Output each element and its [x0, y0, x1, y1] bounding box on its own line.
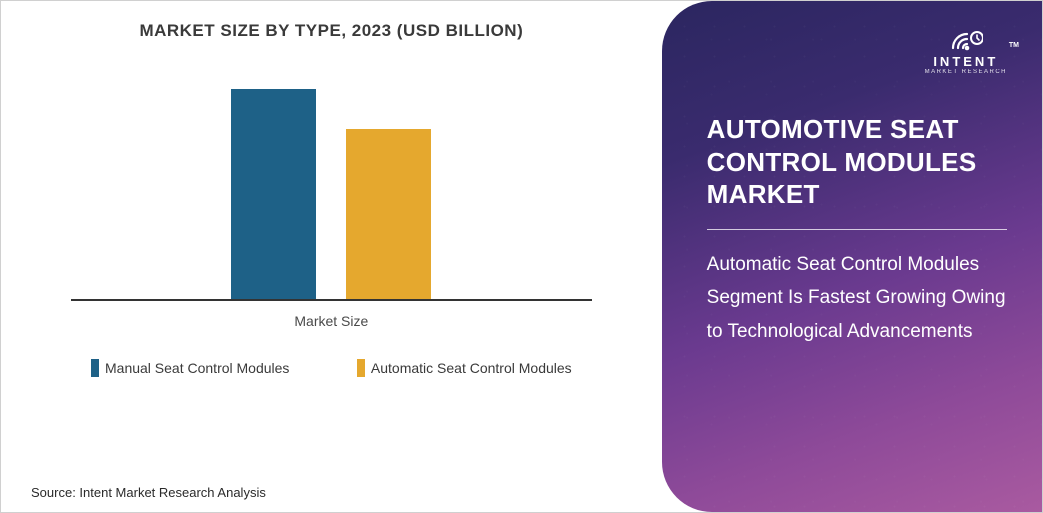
logo-wrap: INTENT MARKET RESEARCH TM — [707, 26, 1007, 75]
bars-container — [71, 71, 592, 301]
panel-divider — [707, 229, 1007, 231]
brand-logo: INTENT MARKET RESEARCH TM — [925, 26, 1007, 75]
logo-tm: TM — [1009, 42, 1019, 49]
x-axis-label: Market Size — [71, 313, 592, 329]
legend-label: Manual Seat Control Modules — [105, 360, 289, 376]
bar-manual-seat — [231, 89, 316, 299]
legend-swatch-automatic — [357, 359, 365, 377]
legend: Manual Seat Control Modules Automatic Se… — [71, 359, 592, 377]
logo-text-sub: MARKET RESEARCH — [925, 69, 1007, 75]
chart-title: MARKET SIZE BY TYPE, 2023 (USD BILLION) — [31, 21, 632, 41]
logo-text-main: INTENT — [933, 54, 998, 69]
chart-panel: MARKET SIZE BY TYPE, 2023 (USD BILLION) … — [1, 1, 662, 512]
legend-item-automatic: Automatic Seat Control Modules — [357, 359, 572, 377]
legend-item-manual: Manual Seat Control Modules — [91, 359, 289, 377]
panel-title: AUTOMOTIVE SEAT CONTROL MODULES MARKET — [707, 113, 1007, 211]
source-note: Source: Intent Market Research Analysis — [31, 485, 266, 500]
chart-area: Market Size Manual Seat Control Modules … — [31, 71, 632, 512]
bar-automatic-seat — [346, 129, 431, 299]
legend-label: Automatic Seat Control Modules — [371, 360, 572, 376]
signal-icon — [949, 26, 983, 52]
panel-subtitle: Automatic Seat Control Modules Segment I… — [707, 248, 1007, 348]
legend-swatch-manual — [91, 359, 99, 377]
info-panel: INTENT MARKET RESEARCH TM AUTOMOTIVE SEA… — [662, 1, 1042, 512]
